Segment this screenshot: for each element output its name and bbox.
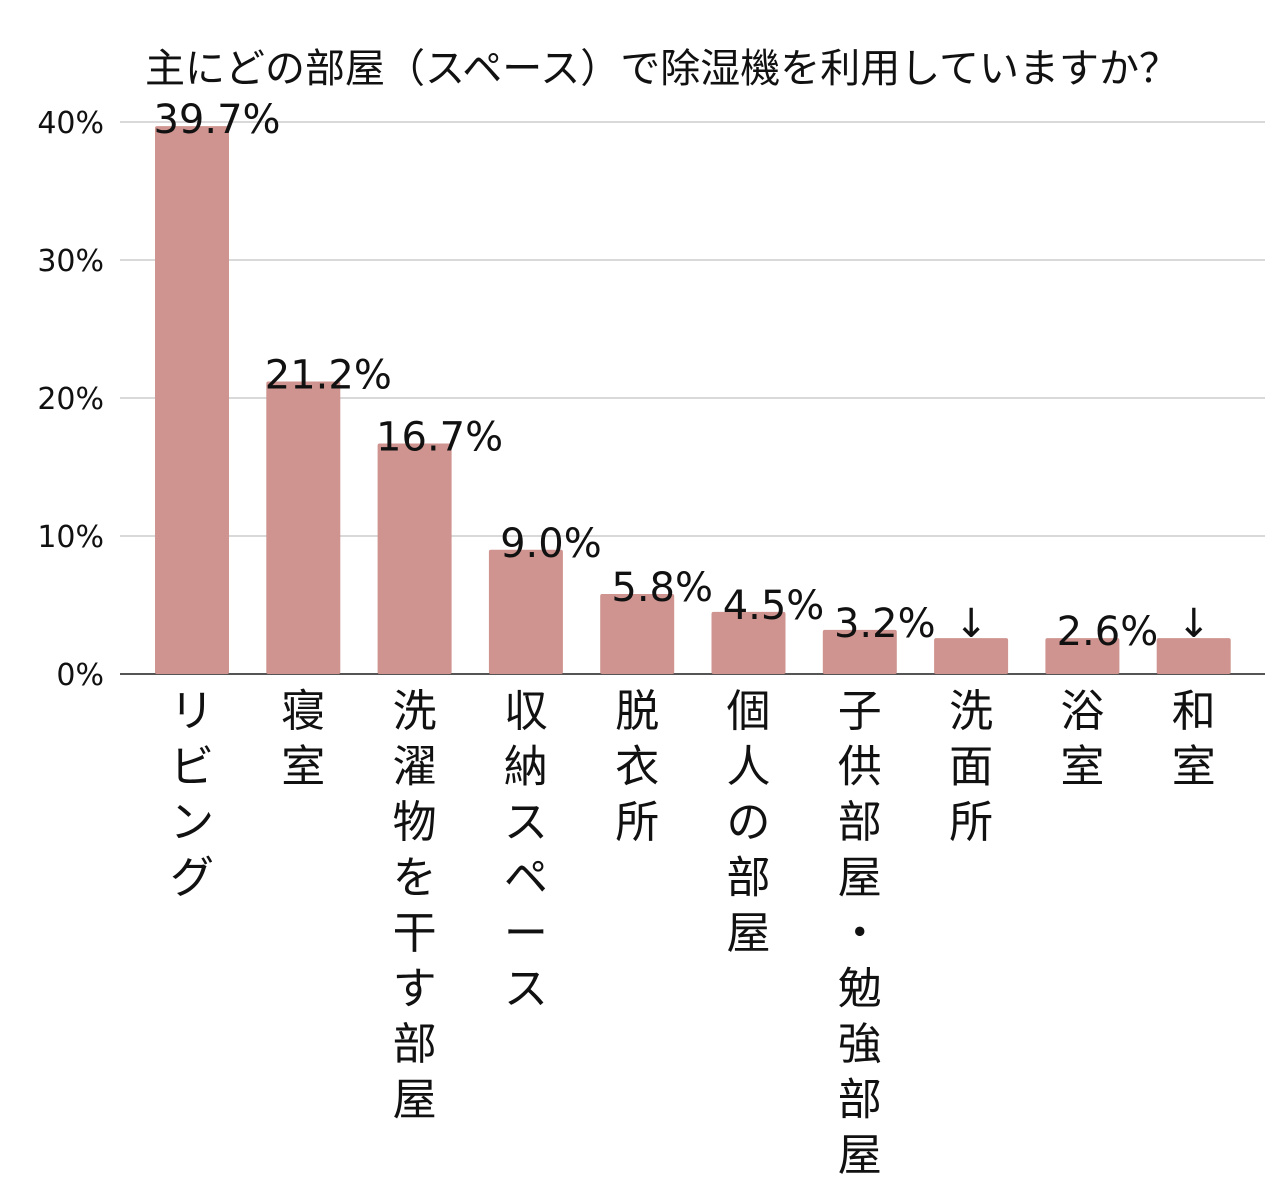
category-label-glyph: 屋	[393, 1075, 437, 1126]
value-label: 39.7%	[153, 97, 280, 143]
category-label-glyph: 子	[838, 686, 882, 737]
category-label-glyph: 部	[393, 1019, 437, 1070]
category-label-glyph: 寝	[281, 686, 325, 737]
y-tick-label: 40%	[37, 106, 104, 141]
category-label-glyph: ペ	[504, 853, 548, 904]
category-label-glyph: 部	[838, 797, 882, 848]
category-label-glyph: 干	[393, 908, 437, 959]
value-label: 2.6%	[1057, 609, 1159, 655]
bar	[377, 443, 452, 674]
category-label-glyph: ・	[838, 908, 882, 959]
value-label: 16.7%	[376, 415, 503, 461]
category-label-glyph: 浴	[1060, 686, 1104, 737]
category-label-glyph: 所	[615, 797, 659, 848]
category-label-glyph: グ	[170, 853, 214, 904]
category-label-glyph: 収	[504, 686, 548, 737]
category-label-glyph: ビ	[170, 742, 214, 793]
category-label-glyph: 洗	[393, 686, 437, 737]
category-label-glyph: 室	[1172, 742, 1216, 793]
category-label-glyph: 屋	[838, 853, 882, 904]
category-label-glyph: 人	[727, 742, 771, 793]
category-label-glyph: 納	[504, 742, 548, 793]
category-label-glyph: の	[727, 797, 771, 848]
category-label-glyph: 物	[393, 797, 437, 848]
bars-layer	[155, 126, 1231, 674]
y-tick-label: 10%	[37, 520, 104, 555]
category-labels-layer: リビング寝室洗濯物を干す部屋収納スペース脱衣所個人の部屋子供部屋・勉強部屋洗面所…	[170, 686, 1216, 1181]
bar	[155, 126, 229, 674]
category-label-glyph: 室	[281, 742, 325, 793]
bar	[822, 629, 897, 674]
arrow-label: ↓	[954, 601, 988, 647]
arrow-label: ↓	[1177, 601, 1211, 647]
category-label-glyph: 洗	[949, 686, 993, 737]
category-label-glyph: 和	[1172, 686, 1216, 737]
grid-layer: 0% 10% 20% 30% 40%	[37, 106, 1265, 693]
bar	[266, 381, 341, 674]
category-label-glyph: す	[393, 964, 437, 1015]
category-label-glyph: 屋	[727, 908, 771, 959]
category-label-glyph: 部	[838, 1075, 882, 1126]
bar	[1045, 638, 1120, 674]
category-label-glyph: を	[393, 853, 437, 904]
bar	[711, 611, 786, 674]
value-label: 4.5%	[723, 583, 825, 629]
category-label-glyph: 供	[838, 742, 882, 793]
value-label: 5.8%	[611, 565, 713, 611]
category-label-glyph: ス	[504, 964, 548, 1015]
y-tick-label: 20%	[37, 382, 104, 417]
bar	[600, 593, 675, 674]
value-label: 9.0%	[500, 521, 602, 567]
y-tick-label: 30%	[37, 244, 104, 279]
value-label: 3.2%	[834, 601, 936, 647]
category-label-glyph: ン	[170, 797, 214, 848]
category-label-glyph: 個	[727, 686, 771, 737]
category-label-glyph: 部	[727, 853, 771, 904]
category-label-glyph: 衣	[615, 742, 659, 793]
category-label-glyph: ー	[504, 908, 548, 959]
value-label: 21.2%	[265, 352, 392, 398]
category-label-glyph: 勉	[838, 964, 882, 1015]
category-label-glyph: リ	[170, 686, 214, 737]
category-label-glyph: 屋	[838, 1130, 882, 1181]
category-label-glyph: 濯	[393, 742, 437, 793]
y-tick-label: 0%	[56, 658, 104, 693]
bar	[488, 549, 563, 674]
chart-title: 主にどの部屋（スペース）で除湿機を利用していますか？	[145, 46, 1179, 92]
category-label-glyph: 所	[949, 797, 993, 848]
category-label-glyph: 脱	[615, 686, 659, 737]
bar	[1156, 638, 1231, 674]
labels-layer: 39.7% 21.2% 16.7% 9.0%5.8% 4.5% 3.2% ↓ 2.6% ↓	[153, 97, 1210, 655]
bar	[934, 638, 1009, 674]
category-label-glyph: 面	[949, 742, 993, 793]
category-label-glyph: ス	[504, 797, 548, 848]
category-label-glyph: 強	[838, 1019, 882, 1070]
category-label-glyph: 室	[1060, 742, 1104, 793]
